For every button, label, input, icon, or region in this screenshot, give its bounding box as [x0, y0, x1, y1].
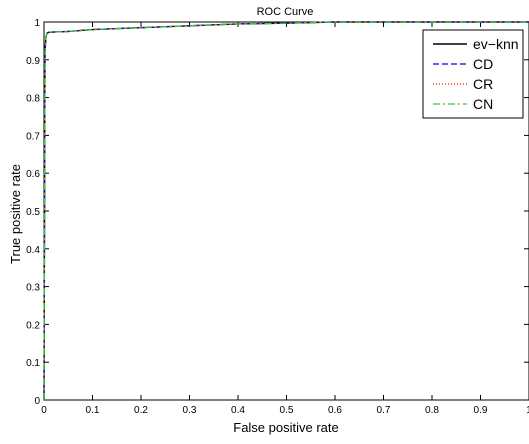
legend-label: CR — [473, 76, 493, 92]
legend-label: ev−knn — [473, 36, 519, 52]
y-tick-label: 0.4 — [26, 245, 40, 256]
y-tick-label: 0.9 — [26, 56, 40, 67]
x-tick-label: 0.5 — [280, 405, 294, 416]
legend-label: CD — [473, 56, 493, 72]
x-axis-label: False positive rate — [233, 420, 339, 435]
x-tick-label: 0.8 — [425, 405, 439, 416]
x-tick-label: 0.1 — [86, 405, 100, 416]
y-tick-label: 0.3 — [26, 283, 40, 294]
series-lines — [43, 21, 529, 401]
x-tick-label: 0.7 — [377, 405, 391, 416]
chart-title: ROC Curve — [257, 6, 314, 18]
x-tick-label: 0.3 — [183, 405, 197, 416]
y-tick-label: 0 — [34, 396, 40, 407]
legend-label: CN — [473, 96, 493, 112]
x-tick-label: 0 — [41, 405, 47, 416]
y-tick-label: 1 — [34, 18, 40, 29]
series-line-cn — [43, 21, 529, 401]
x-tick-label: 0.6 — [328, 405, 342, 416]
y-axis-label: True positive rate — [8, 164, 23, 264]
y-tick-label: 0.2 — [26, 320, 40, 331]
y-tick-label: 0.5 — [26, 207, 40, 218]
y-tick-label: 0.8 — [26, 94, 40, 105]
x-tick-label: 1 — [526, 405, 529, 416]
x-tick-label: 0.4 — [231, 405, 245, 416]
x-axis-ticks: 0 0.1 0.2 0.3 0.4 0.5 0.6 0.7 0.8 0.9 1 — [41, 22, 529, 416]
x-tick-label: 0.2 — [134, 405, 148, 416]
x-tick-label: 0.9 — [474, 405, 488, 416]
y-tick-label: 0.6 — [26, 169, 40, 180]
legend: ev−knn CD CR CN — [422, 29, 524, 119]
y-tick-label: 0.7 — [26, 131, 40, 142]
y-tick-label: 0.1 — [26, 358, 40, 369]
